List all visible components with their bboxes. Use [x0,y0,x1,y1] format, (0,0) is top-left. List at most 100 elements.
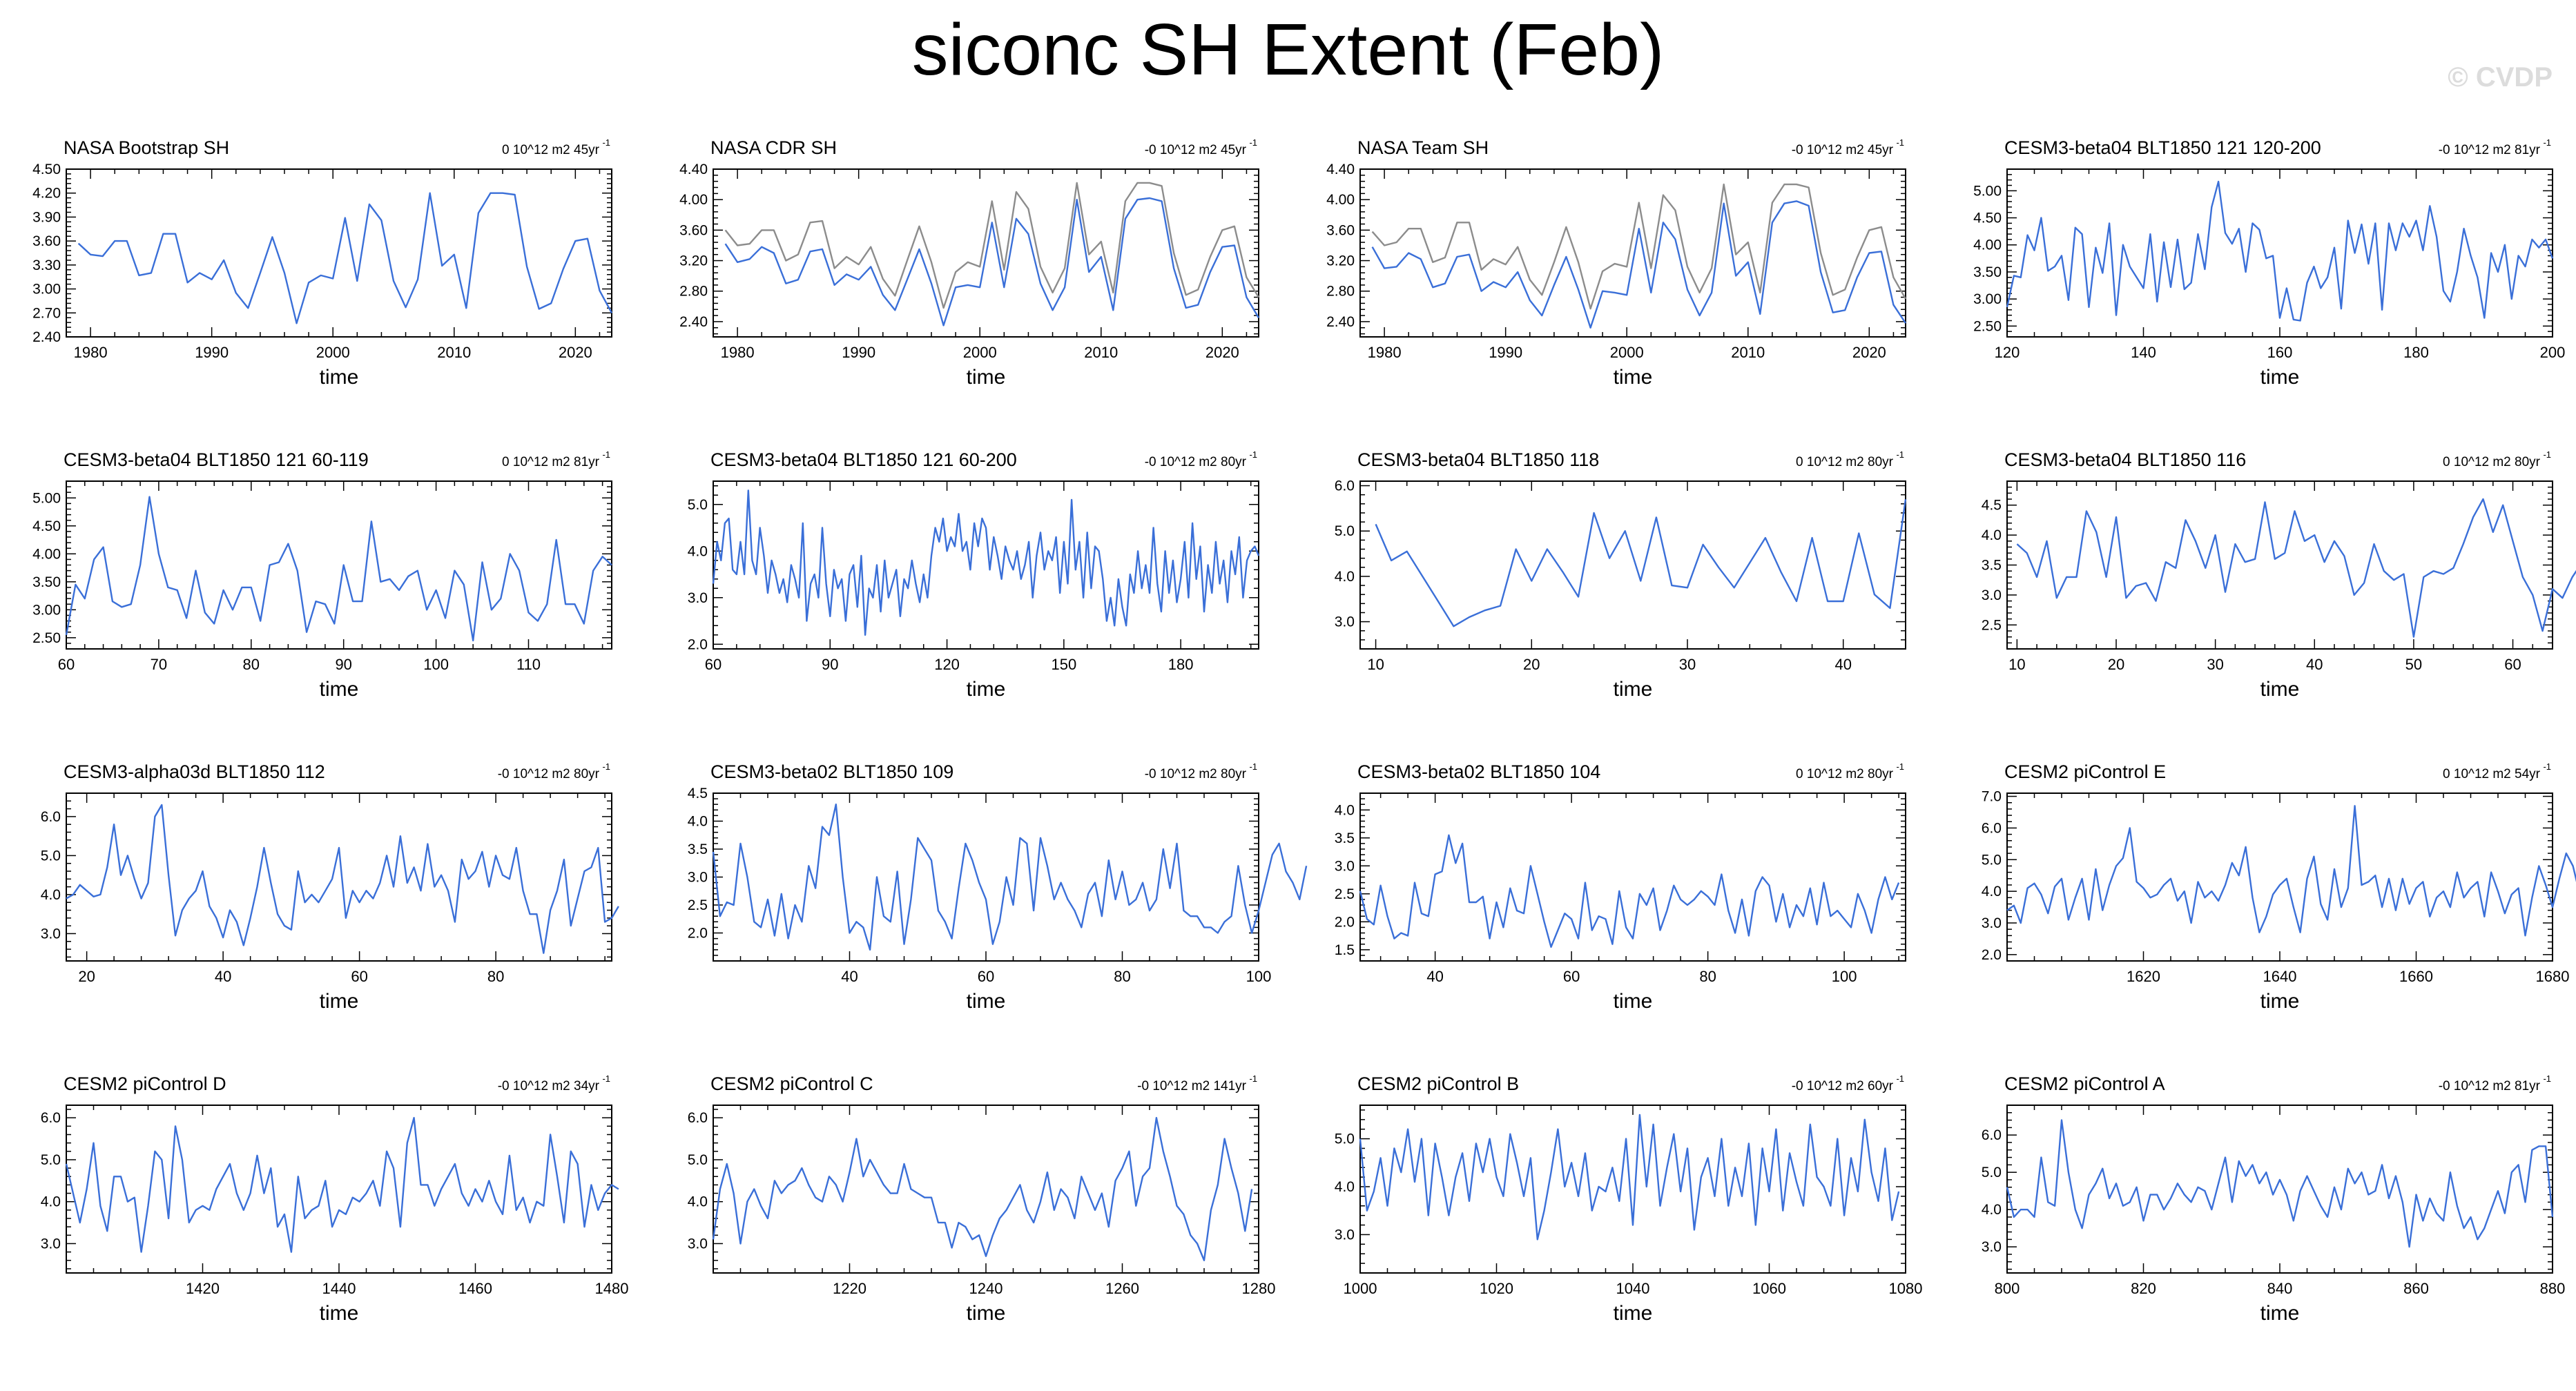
y-tick-label: 3.20 [679,253,708,269]
series-line-primary [2006,180,2554,322]
y-tick-label: 4.0 [1335,1179,1355,1195]
panel-title: CESM2 piControl A [2004,1073,2165,1094]
plot-frame [713,168,1259,338]
x-tick-label: 1640 [2263,968,2297,985]
panel-title: CESM2 piControl E [2004,761,2166,782]
series-line-primary [2006,805,2576,937]
plot-frame [713,1105,1259,1274]
x-axis-label: time [320,366,359,389]
trend-label: 0 10^12 m2 80yr [1796,455,1894,469]
y-tick-label: 4.20 [32,186,61,202]
y-tick-label: 3.0 [1982,587,2002,603]
x-tick-label: 1480 [595,1280,629,1297]
y-tick-label: 2.50 [1973,318,2002,334]
y-tick-label: 3.60 [679,222,708,238]
x-tick-label: 150 [1051,656,1076,673]
x-axis-label: time [2260,678,2300,701]
series-line-primary [2006,1119,2554,1248]
y-tick-label: 2.40 [1326,314,1355,330]
plot-frame [66,1105,612,1274]
y-tick-label: 2.0 [688,636,708,652]
x-tick-label: 160 [2267,344,2293,361]
x-tick-label: 2000 [316,344,350,361]
y-tick-label: 3.90 [32,209,61,225]
x-tick-label: 80 [243,656,260,673]
y-tick-label: 3.0 [1982,1239,2002,1255]
x-tick-label: 60 [351,968,367,985]
panel-title: CESM3-beta04 BLT1850 121 60-119 [64,449,369,470]
panel-title: CESM3-beta04 BLT1850 118 [1357,449,1599,470]
series-line-primary [712,489,1260,636]
x-tick-label: 2000 [963,344,997,361]
y-tick-label: 4.0 [1982,1202,2002,1218]
x-tick-label: 1040 [1616,1280,1650,1297]
panel-title: CESM3-beta02 BLT1850 104 [1357,761,1600,782]
y-tick-label: 5.0 [1982,852,2002,868]
x-tick-label: 1680 [2536,968,2570,985]
trend-label: 0 10^12 m2 80yr [2443,455,2541,469]
x-tick-label: 60 [58,656,75,673]
trend-exponent: -1 [2543,1073,2551,1084]
panel-13: CESM2 piControl D -0 10^12 m2 34yr-1 1420 1… [41,1073,629,1325]
y-tick-label: 6.0 [1982,1127,2002,1143]
y-tick-label: 5.00 [1973,183,2002,199]
panel-title: CESM3-beta04 BLT1850 121 120-200 [2004,137,2321,158]
y-tick-label: 4.00 [1973,237,2002,253]
panel-7: CESM3-beta04 BLT1850 118 0 10^12 m2 80yr-… [1335,449,1907,701]
x-tick-label: 2010 [1084,344,1118,361]
panel-title: CESM3-beta04 BLT1850 116 [2004,449,2246,470]
trend-label: -0 10^12 m2 81yr [2439,143,2541,157]
x-tick-label: 1990 [195,344,229,361]
trend-label: 0 10^12 m2 80yr [1796,767,1894,781]
x-tick-label: 2020 [559,344,592,361]
x-tick-label: 820 [2131,1280,2156,1297]
trend-label: -0 10^12 m2 45yr [1145,143,1247,157]
x-tick-label: 100 [423,656,449,673]
series-line-primary [65,1116,619,1253]
y-tick-label: 3.0 [1982,915,2002,931]
series-line-primary [1359,834,1900,949]
x-tick-label: 20 [78,968,95,985]
panel-title: CESM3-beta04 BLT1850 121 60-200 [710,449,1017,470]
x-tick-label: 20 [1523,656,1540,673]
series-line-primary [66,804,619,954]
y-tick-label: 6.0 [1982,820,2002,836]
x-axis-label: time [1614,366,1653,389]
x-tick-label: 1000 [1344,1280,1377,1297]
x-tick-label: 1460 [458,1280,492,1297]
series-line-primary [65,496,612,642]
trend-label: -0 10^12 m2 80yr [1145,767,1247,781]
series-line-reference [724,182,1260,309]
y-tick-label: 5.0 [41,848,61,864]
trend-label: -0 10^12 m2 45yr [1792,143,1894,157]
x-axis-label: time [967,990,1006,1013]
trend-exponent: -1 [602,137,610,148]
x-tick-label: 140 [2131,344,2156,361]
panel-8: CESM3-beta04 BLT1850 116 0 10^12 m2 80yr-… [1982,449,2576,701]
x-tick-label: 1420 [186,1280,220,1297]
x-tick-label: 70 [151,656,167,673]
y-tick-label: 4.0 [688,814,708,830]
y-tick-label: 5.0 [1335,523,1355,539]
x-tick-label: 120 [934,656,960,673]
y-tick-label: 6.0 [688,1110,708,1126]
x-tick-label: 60 [1563,968,1580,985]
x-tick-label: 80 [1114,968,1130,985]
x-tick-label: 1990 [1489,344,1522,361]
x-tick-label: 1980 [721,344,755,361]
y-tick-label: 2.70 [32,305,61,321]
series-line-primary [712,803,1308,951]
y-tick-label: 4.40 [1326,162,1355,177]
trend-exponent: -1 [1249,1073,1257,1084]
panel-title: NASA Team SH [1357,137,1489,158]
y-tick-label: 4.40 [679,162,708,177]
trend-exponent: -1 [1249,449,1257,460]
y-tick-label: 4.5 [688,786,708,801]
trend-exponent: -1 [602,761,610,772]
x-tick-label: 1440 [322,1280,356,1297]
trend-exponent: -1 [2543,137,2551,148]
series-line-primary [712,1116,1253,1262]
x-tick-label: 2010 [437,344,471,361]
x-tick-label: 2020 [1205,344,1239,361]
x-tick-label: 1060 [1752,1280,1786,1297]
